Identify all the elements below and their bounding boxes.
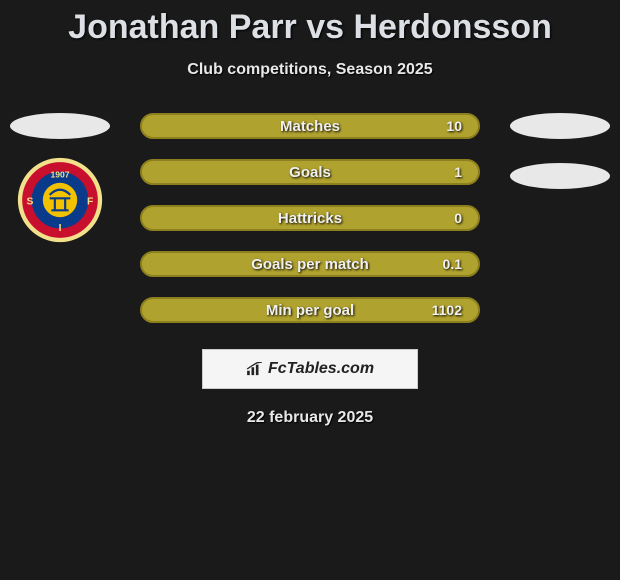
svg-text:S: S	[26, 196, 33, 207]
stat-bar-goals: Goals 1	[140, 159, 480, 185]
stat-value-right: 1	[454, 164, 462, 180]
stat-value-right: 0.1	[443, 256, 462, 272]
chart-icon	[246, 362, 264, 376]
watermark-text: FcTables.com	[268, 360, 374, 378]
stat-value-right: 10	[446, 118, 462, 134]
stat-value-right: 0	[454, 210, 462, 226]
svg-text:1907: 1907	[50, 170, 69, 180]
svg-text:F: F	[87, 196, 93, 207]
player-right-col	[505, 113, 615, 189]
stat-value-right: 1102	[432, 302, 462, 318]
subtitle: Club competitions, Season 2025	[0, 61, 620, 79]
stat-bar-matches: Matches 10	[140, 113, 480, 139]
comparison-area: 1907 S F I Matches 10 Goals 1 Hattricks …	[0, 113, 620, 427]
stat-label: Min per goal	[266, 302, 354, 319]
stat-label: Hattricks	[278, 210, 342, 227]
page-title: Jonathan Parr vs Herdonsson	[0, 0, 620, 47]
player-left-placeholder	[10, 113, 110, 139]
stat-label: Goals	[289, 164, 331, 181]
stat-bar-min-per-goal: Min per goal 1102	[140, 297, 480, 323]
watermark[interactable]: FcTables.com	[202, 349, 418, 389]
svg-text:I: I	[59, 223, 62, 234]
stat-bar-hattricks: Hattricks 0	[140, 205, 480, 231]
date-text: 22 february 2025	[0, 409, 620, 427]
stat-label: Goals per match	[251, 256, 369, 273]
stat-bar-goals-per-match: Goals per match 0.1	[140, 251, 480, 277]
club-crest-icon: 1907 S F I	[17, 157, 103, 243]
player-right-placeholder-1	[510, 113, 610, 139]
stat-bars: Matches 10 Goals 1 Hattricks 0 Goals per…	[140, 113, 480, 323]
player-right-placeholder-2	[510, 163, 610, 189]
stat-label: Matches	[280, 118, 340, 135]
player-left-col: 1907 S F I	[5, 113, 115, 243]
